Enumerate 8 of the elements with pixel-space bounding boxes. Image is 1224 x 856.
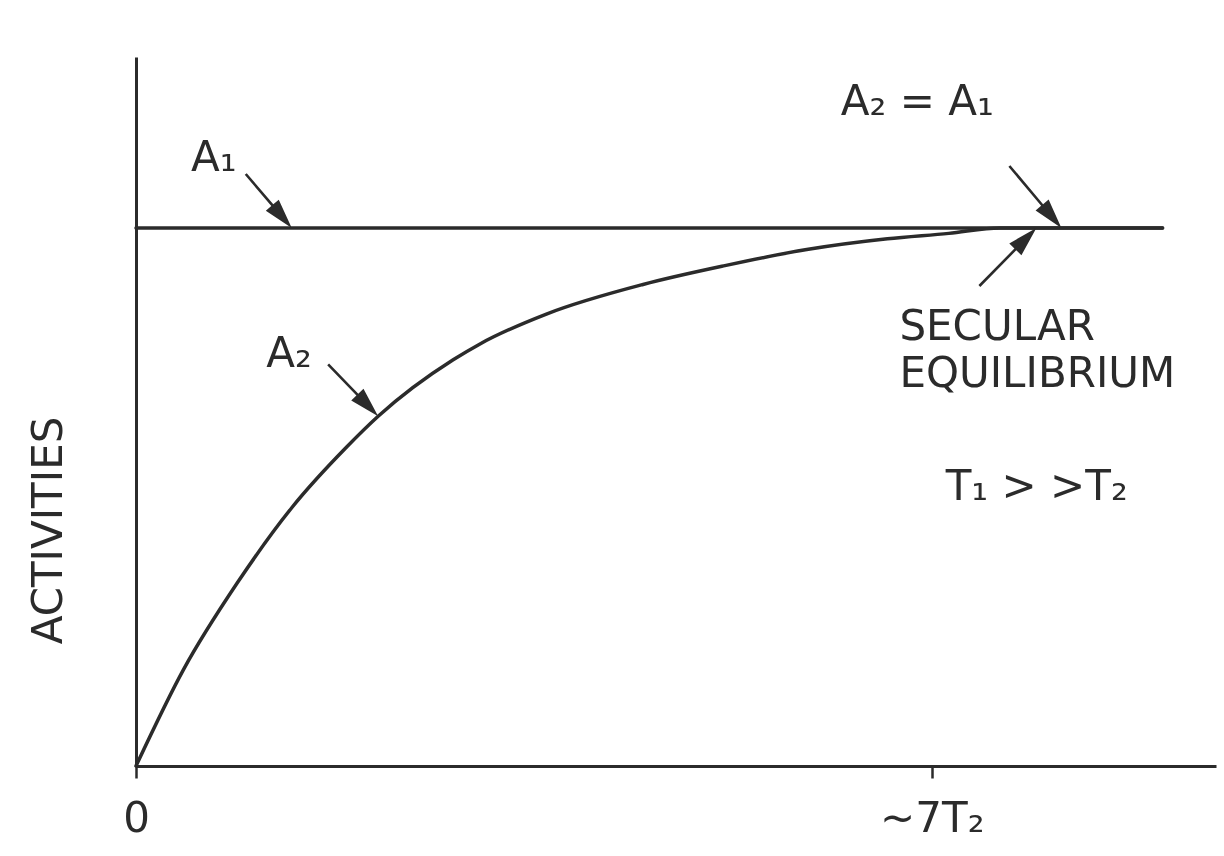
- x-tick-label: ~7T₂: [880, 792, 985, 842]
- annotation: A₂ = A₁: [840, 76, 994, 125]
- y-axis-title: ACTIVITIES: [22, 416, 72, 645]
- annotation: SECULAR EQUILIBRIUM: [899, 301, 1176, 397]
- x-tick-label: 0: [123, 792, 150, 842]
- annotation: T₁ > >T₂: [944, 460, 1128, 510]
- series-label: A₁: [190, 132, 237, 181]
- series-label: A₂: [266, 328, 312, 378]
